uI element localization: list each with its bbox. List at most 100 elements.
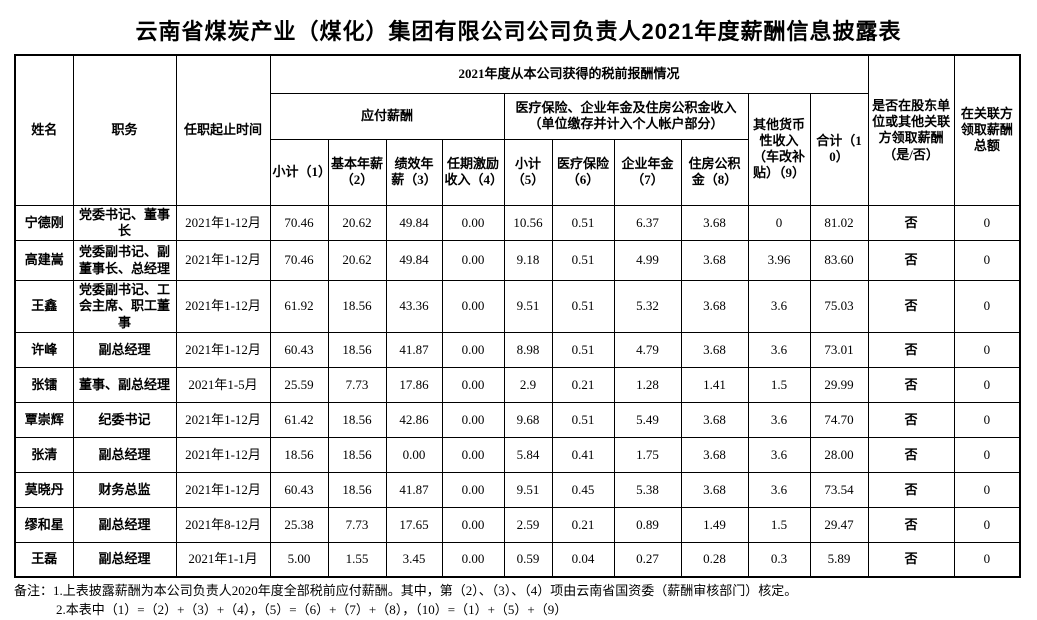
cell-housing-fund: 3.68: [680, 471, 749, 508]
cell-housing-fund: 3.68: [680, 280, 749, 333]
col-header-insurance-group: 医疗保险、企业年金及住房公积金收入（单位缴存并计入个人帐户部分）: [503, 92, 749, 140]
cell-subtotal-1: 60.43: [269, 331, 329, 368]
table-row: 覃崇辉 纪委书记 2021年1-12月 61.42 18.56 42.86 0.…: [14, 401, 1021, 438]
cell-housing-fund: 1.41: [680, 366, 749, 403]
cell-subtotal-5: 0.59: [503, 541, 553, 578]
cell-tenure-incentive: 0.00: [441, 280, 505, 333]
cell-other-income: 3.6: [747, 471, 811, 508]
cell-other-income: 0.3: [747, 541, 811, 578]
footnote-1: 备注：1.上表披露薪酬为本公司负责人2020年度全部税前应付薪酬。其中，第（2）…: [14, 583, 798, 599]
cell-other-income: 1.5: [747, 506, 811, 543]
col-header-pretax-group: 2021年度从本公司获得的税前报酬情况: [269, 54, 869, 94]
cell-position: 副总经理: [72, 506, 177, 543]
cell-subtotal-5: 2.9: [503, 366, 553, 403]
cell-tenure-incentive: 0.00: [441, 331, 505, 368]
cell-subtotal-5: 5.84: [503, 436, 553, 473]
col-header-other-income: 其他货币性收入（车改补贴）（9）: [747, 92, 811, 206]
salary-disclosure-table: 姓名 职务 任职起止时间 2021年度从本公司获得的税前报酬情况 是否在股东单位…: [14, 54, 1022, 579]
cell-total: 73.01: [809, 331, 869, 368]
cell-shareholder-pay: 否: [867, 401, 955, 438]
col-header-medical: 医疗保险（6）: [551, 138, 615, 206]
cell-base-salary: 18.56: [327, 471, 387, 508]
col-header-tenure-incentive: 任期激励收入（4）: [441, 138, 505, 206]
cell-shareholder-pay: 否: [867, 331, 955, 368]
cell-base-salary: 1.55: [327, 541, 387, 578]
cell-related-total: 0: [953, 471, 1021, 508]
cell-other-income: 0: [747, 204, 811, 241]
cell-other-income: 3.6: [747, 280, 811, 333]
cell-other-income: 3.6: [747, 401, 811, 438]
table-row: 王鑫 党委副书记、工会主席、职工董事 2021年1-12月 61.92 18.5…: [14, 280, 1021, 333]
cell-position: 副总经理: [72, 331, 177, 368]
col-header-shareholder-pay: 是否在股东单位或其他关联方领取薪酬（是/否）: [867, 54, 955, 206]
cell-medical: 0.45: [551, 471, 615, 508]
cell-other-income: 3.6: [747, 436, 811, 473]
cell-subtotal-1: 61.42: [269, 401, 329, 438]
cell-shareholder-pay: 否: [867, 240, 955, 281]
cell-subtotal-5: 9.18: [503, 240, 553, 281]
cell-total: 83.60: [809, 240, 869, 281]
cell-position: 董事、副总经理: [72, 366, 177, 403]
cell-shareholder-pay: 否: [867, 366, 955, 403]
cell-performance-salary: 17.86: [385, 366, 443, 403]
cell-annuity: 0.27: [613, 541, 682, 578]
cell-subtotal-5: 8.98: [503, 331, 553, 368]
cell-housing-fund: 3.68: [680, 240, 749, 281]
cell-performance-salary: 3.45: [385, 541, 443, 578]
cell-annuity: 1.28: [613, 366, 682, 403]
cell-tenure-incentive: 0.00: [441, 471, 505, 508]
cell-term: 2021年1-12月: [175, 280, 271, 333]
cell-related-total: 0: [953, 331, 1021, 368]
cell-medical: 0.21: [551, 506, 615, 543]
cell-housing-fund: 3.68: [680, 401, 749, 438]
cell-tenure-incentive: 0.00: [441, 204, 505, 241]
cell-total: 75.03: [809, 280, 869, 333]
cell-other-income: 1.5: [747, 366, 811, 403]
cell-shareholder-pay: 否: [867, 436, 955, 473]
cell-subtotal-1: 18.56: [269, 436, 329, 473]
cell-term: 2021年1-1月: [175, 541, 271, 578]
cell-performance-salary: 17.65: [385, 506, 443, 543]
table-row: 王磊 副总经理 2021年1-1月 5.00 1.55 3.45 0.00 0.…: [14, 541, 1021, 578]
cell-position: 纪委书记: [72, 401, 177, 438]
table-row: 高建嵩 党委副书记、副董事长、总经理 2021年1-12月 70.46 20.6…: [14, 240, 1021, 281]
col-header-name: 姓名: [14, 54, 74, 206]
cell-subtotal-1: 25.59: [269, 366, 329, 403]
cell-name: 张镭: [14, 366, 74, 403]
cell-tenure-incentive: 0.00: [441, 541, 505, 578]
cell-medical: 0.51: [551, 204, 615, 241]
table-row: 缪和星 副总经理 2021年8-12月 25.38 7.73 17.65 0.0…: [14, 506, 1021, 543]
cell-position: 副总经理: [72, 436, 177, 473]
cell-related-total: 0: [953, 280, 1021, 333]
cell-base-salary: 20.62: [327, 240, 387, 281]
col-header-performance-salary: 绩效年薪（3）: [385, 138, 443, 206]
cell-housing-fund: 0.28: [680, 541, 749, 578]
cell-tenure-incentive: 0.00: [441, 436, 505, 473]
cell-subtotal-5: 9.68: [503, 401, 553, 438]
cell-base-salary: 18.56: [327, 401, 387, 438]
cell-related-total: 0: [953, 240, 1021, 281]
cell-total: 29.47: [809, 506, 869, 543]
cell-other-income: 3.96: [747, 240, 811, 281]
cell-name: 王磊: [14, 541, 74, 578]
cell-related-total: 0: [953, 401, 1021, 438]
cell-shareholder-pay: 否: [867, 204, 955, 241]
cell-name: 覃崇辉: [14, 401, 74, 438]
cell-subtotal-1: 70.46: [269, 204, 329, 241]
table-row: 许峰 副总经理 2021年1-12月 60.43 18.56 41.87 0.0…: [14, 331, 1021, 368]
col-header-housing-fund: 住房公积金（8）: [680, 138, 749, 206]
cell-total: 5.89: [809, 541, 869, 578]
cell-medical: 0.21: [551, 366, 615, 403]
cell-base-salary: 20.62: [327, 204, 387, 241]
cell-base-salary: 18.56: [327, 280, 387, 333]
cell-name: 高建嵩: [14, 240, 74, 281]
cell-medical: 0.04: [551, 541, 615, 578]
col-header-subtotal-5: 小计（5）: [503, 138, 553, 206]
cell-tenure-incentive: 0.00: [441, 366, 505, 403]
cell-housing-fund: 1.49: [680, 506, 749, 543]
cell-annuity: 4.99: [613, 240, 682, 281]
footnote-2: 2.本表中（1）=（2）+（3）+（4），（5）=（6）+（7）+（8），（10…: [56, 602, 568, 618]
cell-name: 张清: [14, 436, 74, 473]
col-header-position: 职务: [72, 54, 177, 206]
cell-annuity: 4.79: [613, 331, 682, 368]
